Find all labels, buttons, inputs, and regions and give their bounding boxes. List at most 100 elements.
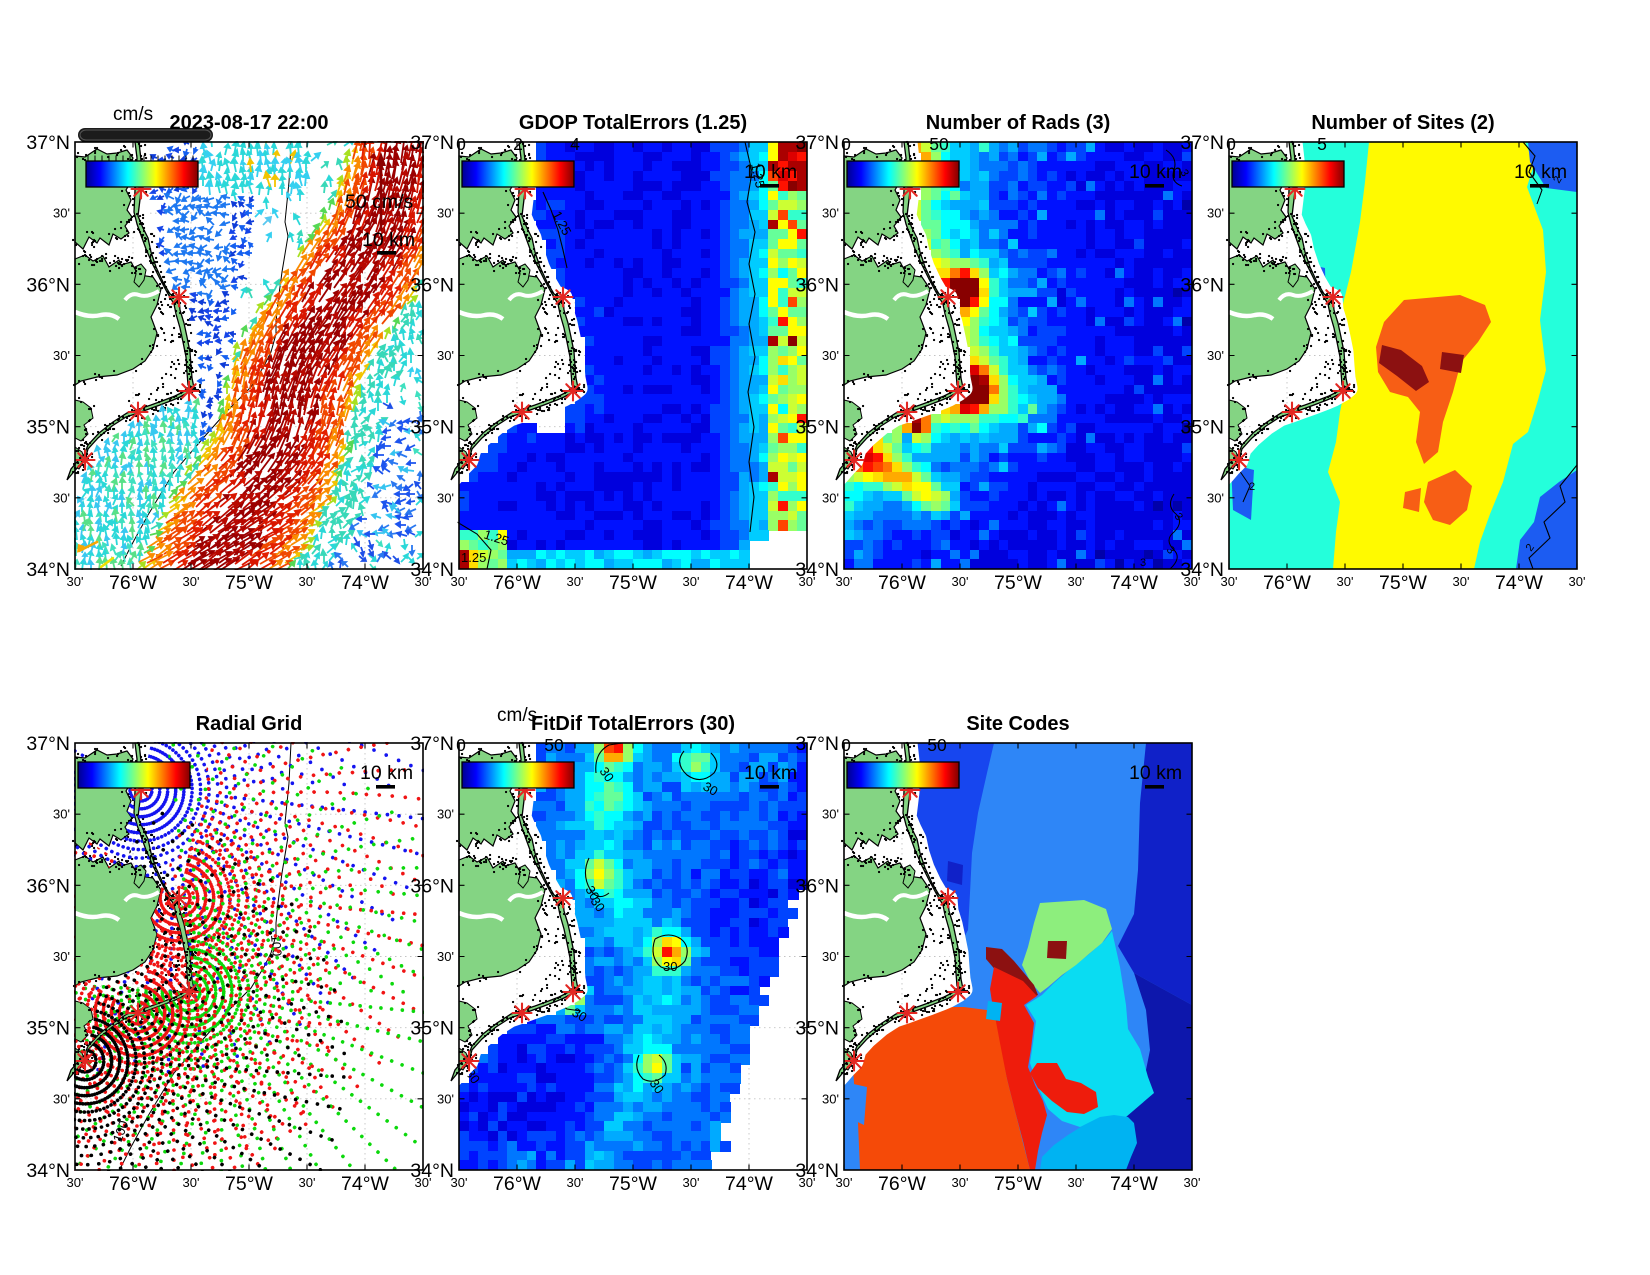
svg-text:36°N: 36°N <box>26 875 70 897</box>
svg-text:30': 30' <box>1453 574 1470 589</box>
svg-text:5: 5 <box>1317 134 1327 154</box>
svg-text:30': 30' <box>822 949 839 964</box>
svg-text:30': 30' <box>451 1175 468 1190</box>
svg-text:10 km: 10 km <box>362 229 415 251</box>
svg-text:36°N: 36°N <box>795 875 839 897</box>
svg-text:75°W: 75°W <box>225 572 273 594</box>
svg-text:30': 30' <box>683 574 700 589</box>
svg-text:30: 30 <box>582 883 602 903</box>
svg-text:34°N: 34°N <box>1180 559 1224 581</box>
svg-text:30': 30' <box>298 574 315 589</box>
svg-text:76°W: 76°W <box>493 1173 541 1195</box>
svg-text:10 km: 10 km <box>1129 161 1182 183</box>
svg-text:30': 30' <box>53 348 70 363</box>
svg-text:34°N: 34°N <box>26 559 70 581</box>
svg-text:30': 30' <box>53 807 70 822</box>
svg-text:76°W: 76°W <box>878 1173 926 1195</box>
svg-text:76°W: 76°W <box>493 572 541 594</box>
svg-text:35°N: 35°N <box>795 1018 839 1040</box>
svg-text:2: 2 <box>1301 387 1307 399</box>
svg-text:Number of Sites (2): Number of Sites (2) <box>1311 112 1494 134</box>
svg-text:74°W: 74°W <box>725 572 773 594</box>
svg-text:30': 30' <box>53 949 70 964</box>
svg-text:74°W: 74°W <box>1110 1173 1158 1195</box>
svg-text:35°N: 35°N <box>26 417 70 439</box>
svg-text:30: 30 <box>588 894 609 914</box>
svg-text:30: 30 <box>570 1005 590 1025</box>
svg-text:76°W: 76°W <box>878 572 926 594</box>
svg-text:10 km: 10 km <box>360 762 413 784</box>
svg-text:0: 0 <box>1226 134 1236 154</box>
svg-text:30': 30' <box>182 1175 199 1190</box>
svg-text:30: 30 <box>663 959 677 974</box>
svg-text:35°N: 35°N <box>410 1018 454 1040</box>
svg-text:74°W: 74°W <box>341 1173 389 1195</box>
svg-text:76°W: 76°W <box>109 1173 157 1195</box>
svg-text:Site Codes: Site Codes <box>966 713 1069 735</box>
svg-text:3: 3 <box>1177 168 1190 179</box>
svg-text:4: 4 <box>570 134 580 154</box>
svg-text:37°N: 37°N <box>410 733 454 755</box>
svg-text:30': 30' <box>567 574 584 589</box>
svg-text:37°N: 37°N <box>1180 132 1224 154</box>
svg-text:75°W: 75°W <box>994 1173 1042 1195</box>
svg-text:10 km: 10 km <box>744 161 797 183</box>
svg-text:35°N: 35°N <box>795 417 839 439</box>
svg-text:30: 30 <box>647 1076 668 1096</box>
svg-text:3: 3 <box>1140 557 1146 569</box>
svg-text:30': 30' <box>822 206 839 221</box>
svg-text:37°N: 37°N <box>410 132 454 154</box>
svg-text:2: 2 <box>513 134 523 154</box>
svg-text:GDOP TotalErrors (1.25): GDOP TotalErrors (1.25) <box>519 112 747 134</box>
svg-text:36°N: 36°N <box>1180 274 1224 296</box>
svg-text:30': 30' <box>952 1175 969 1190</box>
svg-text:30': 30' <box>822 807 839 822</box>
svg-text:74°W: 74°W <box>725 1173 773 1195</box>
svg-text:30: 30 <box>701 779 721 799</box>
svg-text:30': 30' <box>1207 490 1224 505</box>
svg-text:30': 30' <box>437 807 454 822</box>
svg-text:2: 2 <box>1249 481 1255 493</box>
svg-text:30': 30' <box>1207 348 1224 363</box>
svg-text:74°W: 74°W <box>1495 572 1543 594</box>
svg-text:34°N: 34°N <box>410 1160 454 1182</box>
svg-text:37°N: 37°N <box>795 733 839 755</box>
svg-text:30': 30' <box>1337 574 1354 589</box>
svg-text:30': 30' <box>437 490 454 505</box>
svg-text:75°W: 75°W <box>609 1173 657 1195</box>
svg-text:34°N: 34°N <box>795 559 839 581</box>
svg-text:30': 30' <box>822 348 839 363</box>
svg-text:2023-08-17 22:00: 2023-08-17 22:00 <box>169 112 328 134</box>
svg-text:Radial Grid: Radial Grid <box>195 713 302 735</box>
svg-text:30': 30' <box>414 574 431 589</box>
svg-text:30': 30' <box>567 1175 584 1190</box>
svg-text:76°W: 76°W <box>109 572 157 594</box>
svg-text:Number of Rads (3): Number of Rads (3) <box>926 112 1110 134</box>
svg-text:30': 30' <box>53 206 70 221</box>
svg-text:2: 2 <box>1551 174 1564 185</box>
svg-text:36°N: 36°N <box>410 274 454 296</box>
svg-text:30': 30' <box>836 1175 853 1190</box>
svg-text:37°N: 37°N <box>795 132 839 154</box>
svg-text:35°N: 35°N <box>1180 417 1224 439</box>
svg-text:30': 30' <box>298 1175 315 1190</box>
svg-text:30': 30' <box>822 490 839 505</box>
svg-text:0: 0 <box>456 134 466 154</box>
svg-text:30': 30' <box>1184 574 1201 589</box>
svg-text:30': 30' <box>836 574 853 589</box>
svg-text:10 km: 10 km <box>744 762 797 784</box>
svg-text:30': 30' <box>1221 574 1238 589</box>
svg-text:36°N: 36°N <box>410 875 454 897</box>
svg-text:74°W: 74°W <box>341 572 389 594</box>
svg-text:30': 30' <box>1184 1175 1201 1190</box>
svg-text:30': 30' <box>1068 1175 1085 1190</box>
svg-text:30': 30' <box>451 574 468 589</box>
svg-text:30': 30' <box>952 574 969 589</box>
svg-text:0: 0 <box>841 134 851 154</box>
svg-text:30': 30' <box>66 1175 83 1190</box>
svg-text:1.25: 1.25 <box>482 527 511 549</box>
svg-text:34°N: 34°N <box>26 1160 70 1182</box>
svg-text:10 km: 10 km <box>1514 161 1567 183</box>
svg-text:37°N: 37°N <box>26 733 70 755</box>
svg-text:75°W: 75°W <box>994 572 1042 594</box>
